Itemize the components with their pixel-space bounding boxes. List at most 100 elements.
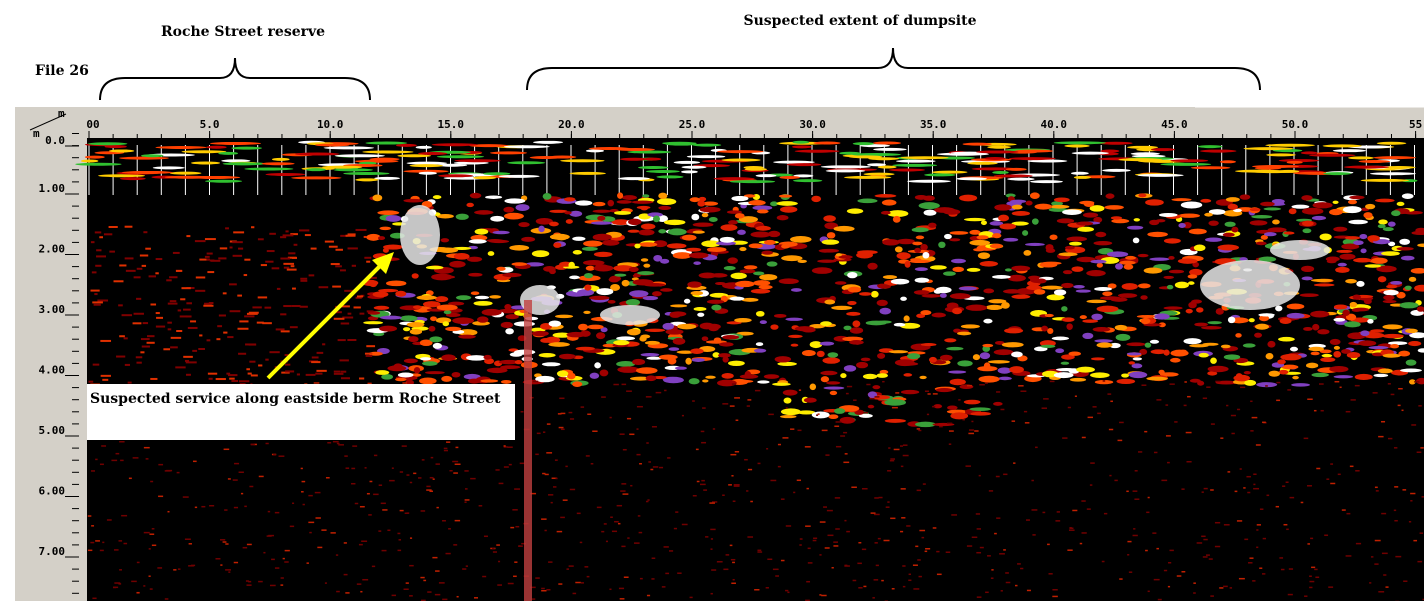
reflection [863, 173, 894, 176]
noise [168, 303, 178, 305]
noise [925, 551, 928, 553]
noise [832, 567, 834, 569]
reflection [1023, 250, 1031, 256]
noise [183, 309, 191, 311]
reflection [1159, 213, 1178, 217]
reflection [1175, 282, 1189, 289]
noise [862, 549, 866, 551]
noise [1418, 405, 1421, 407]
noise [902, 565, 905, 567]
reflection [912, 242, 922, 246]
noise [356, 229, 367, 231]
noise [285, 370, 294, 372]
x-axis-panel [87, 107, 1424, 138]
reflection [1169, 270, 1184, 274]
noise [553, 486, 556, 488]
reflection [1301, 266, 1314, 272]
noise [319, 286, 329, 288]
noise [820, 521, 826, 523]
reflection [1011, 352, 1023, 358]
noise [1156, 399, 1161, 401]
noise [285, 364, 290, 366]
reflection [780, 415, 796, 418]
reflection [973, 248, 985, 251]
noise [735, 451, 739, 453]
noise [211, 260, 220, 262]
reflection [662, 142, 696, 145]
x-tick-label: 55 [1409, 118, 1422, 131]
reflection [932, 171, 968, 174]
reflection [658, 206, 671, 210]
reflection [575, 200, 592, 205]
noise [913, 588, 919, 590]
noise [178, 568, 181, 570]
noise [457, 596, 459, 598]
reflection [104, 145, 126, 148]
reflection [530, 156, 561, 159]
noise [565, 466, 567, 468]
reflection [477, 316, 488, 322]
noise [120, 460, 124, 462]
noise [570, 489, 575, 491]
reflection [120, 177, 146, 180]
noise [263, 552, 265, 554]
reflection [867, 163, 886, 166]
noise [205, 256, 210, 258]
noise [996, 476, 1000, 478]
reflection [756, 226, 771, 231]
noise [566, 568, 569, 570]
noise [858, 587, 862, 589]
noise [175, 366, 185, 368]
noise [799, 544, 801, 546]
noise [90, 542, 94, 544]
noise [1017, 563, 1021, 565]
page: {"header": {"file": "File 26", "left_bra… [0, 0, 1424, 601]
reflection [98, 174, 145, 177]
reflection [929, 357, 937, 363]
noise [406, 582, 409, 584]
noise [1314, 569, 1317, 571]
noise [1375, 487, 1378, 489]
reflection [170, 172, 202, 175]
noise [1311, 567, 1315, 569]
noise [621, 546, 625, 548]
noise [118, 540, 122, 542]
noise [1080, 543, 1082, 545]
reflection [1034, 289, 1046, 295]
noise [1410, 500, 1412, 502]
reflection [921, 343, 937, 346]
reflection [847, 301, 856, 305]
noise [178, 309, 181, 311]
reflection [819, 249, 830, 253]
reflection [883, 275, 897, 279]
reflection [714, 338, 721, 342]
x-tick-label: 20.0 [558, 118, 585, 131]
noise [362, 579, 368, 581]
reflection [896, 160, 936, 163]
reflection [967, 162, 998, 165]
reflection [1301, 151, 1318, 154]
noise [786, 407, 788, 409]
noise [872, 597, 874, 599]
reflection [849, 340, 864, 345]
noise [392, 467, 394, 469]
noise [177, 472, 180, 474]
noise [1035, 447, 1038, 449]
noise [972, 537, 978, 539]
reflection [1032, 218, 1039, 224]
reflection [1399, 239, 1410, 245]
noise [886, 506, 890, 508]
reflection [441, 354, 456, 361]
noise [652, 426, 657, 428]
reflection [608, 300, 616, 304]
noise [623, 449, 627, 451]
noise [1215, 381, 1220, 383]
noise [1355, 385, 1360, 387]
reflection [1228, 317, 1235, 324]
reflection [432, 143, 478, 146]
noise [427, 591, 431, 593]
noise [94, 293, 97, 295]
reflection [839, 152, 860, 155]
noise [156, 312, 160, 314]
noise [1215, 546, 1220, 548]
